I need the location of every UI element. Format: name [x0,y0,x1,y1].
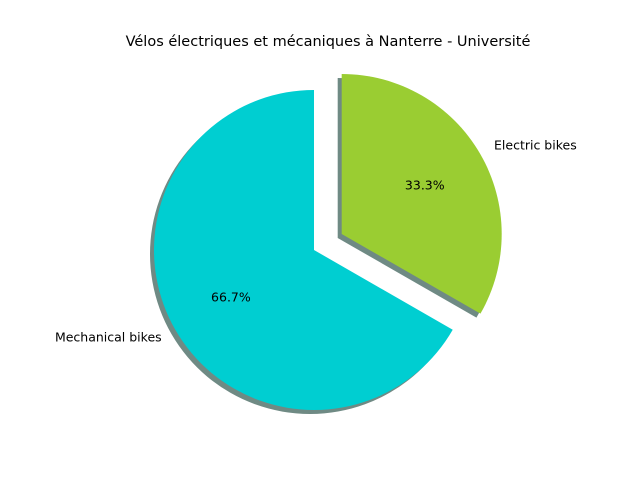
slice-mechanical-bikes [154,90,453,410]
slice-pct-electric-bikes: 33.3% [405,177,445,192]
pie-labels: Mechanical bikes 66.7% Electric bikes 33.3% [55,137,577,344]
slice-label-mechanical-bikes: Mechanical bikes [55,330,162,345]
slice-pct-mechanical-bikes: 66.7% [211,290,251,305]
pie-wedges [154,73,502,410]
slice-electric-bikes [341,73,502,314]
slice-label-electric-bikes: Electric bikes [494,137,577,152]
chart-title: Vélos électriques et mécaniques à Nanter… [125,34,531,50]
